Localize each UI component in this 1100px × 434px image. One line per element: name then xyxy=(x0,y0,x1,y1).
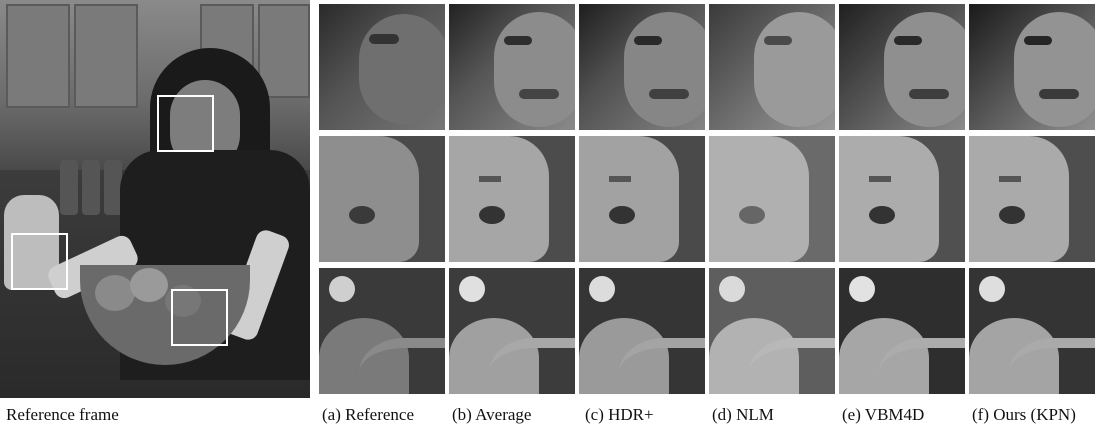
fruit xyxy=(130,268,168,302)
caption-c: (c) HDR+ xyxy=(585,405,654,424)
tile-b-kettle xyxy=(449,136,575,262)
tile-a-bowl xyxy=(319,268,445,394)
tile-d-bowl xyxy=(709,268,835,394)
tile-c-face xyxy=(579,4,705,130)
tile-e-face xyxy=(839,4,965,130)
tile-e-kettle xyxy=(839,136,965,262)
caption-reference-frame: Reference frame xyxy=(6,405,119,424)
cabinet-door xyxy=(74,4,138,108)
cabinet-door xyxy=(258,4,310,98)
kettle-crop-box xyxy=(11,233,68,290)
tile-f-kettle xyxy=(969,136,1095,262)
tile-c-bowl xyxy=(579,268,705,394)
tile-c-kettle xyxy=(579,136,705,262)
jar xyxy=(104,160,122,215)
jar xyxy=(82,160,100,215)
tile-f-bowl xyxy=(969,268,1095,394)
face-crop-box xyxy=(157,95,214,152)
tile-a-face xyxy=(319,4,445,130)
caption-d: (d) NLM xyxy=(712,405,774,424)
caption-e: (e) VBM4D xyxy=(842,405,925,424)
bowl-crop-box xyxy=(171,289,228,346)
tile-b-bowl xyxy=(449,268,575,394)
tile-e-bowl xyxy=(839,268,965,394)
tile-f-face xyxy=(969,4,1095,130)
jar xyxy=(60,160,78,215)
caption-b: (b) Average xyxy=(452,405,532,424)
tile-b-face xyxy=(449,4,575,130)
caption-f: (f) Ours (KPN) xyxy=(972,405,1076,424)
tile-d-kettle xyxy=(709,136,835,262)
reference-frame-image xyxy=(0,0,310,398)
cabinet-door xyxy=(6,4,70,108)
caption-a: (a) Reference xyxy=(322,405,415,424)
tile-a-kettle xyxy=(319,136,445,262)
fruit xyxy=(95,275,135,311)
tile-d-face xyxy=(709,4,835,130)
